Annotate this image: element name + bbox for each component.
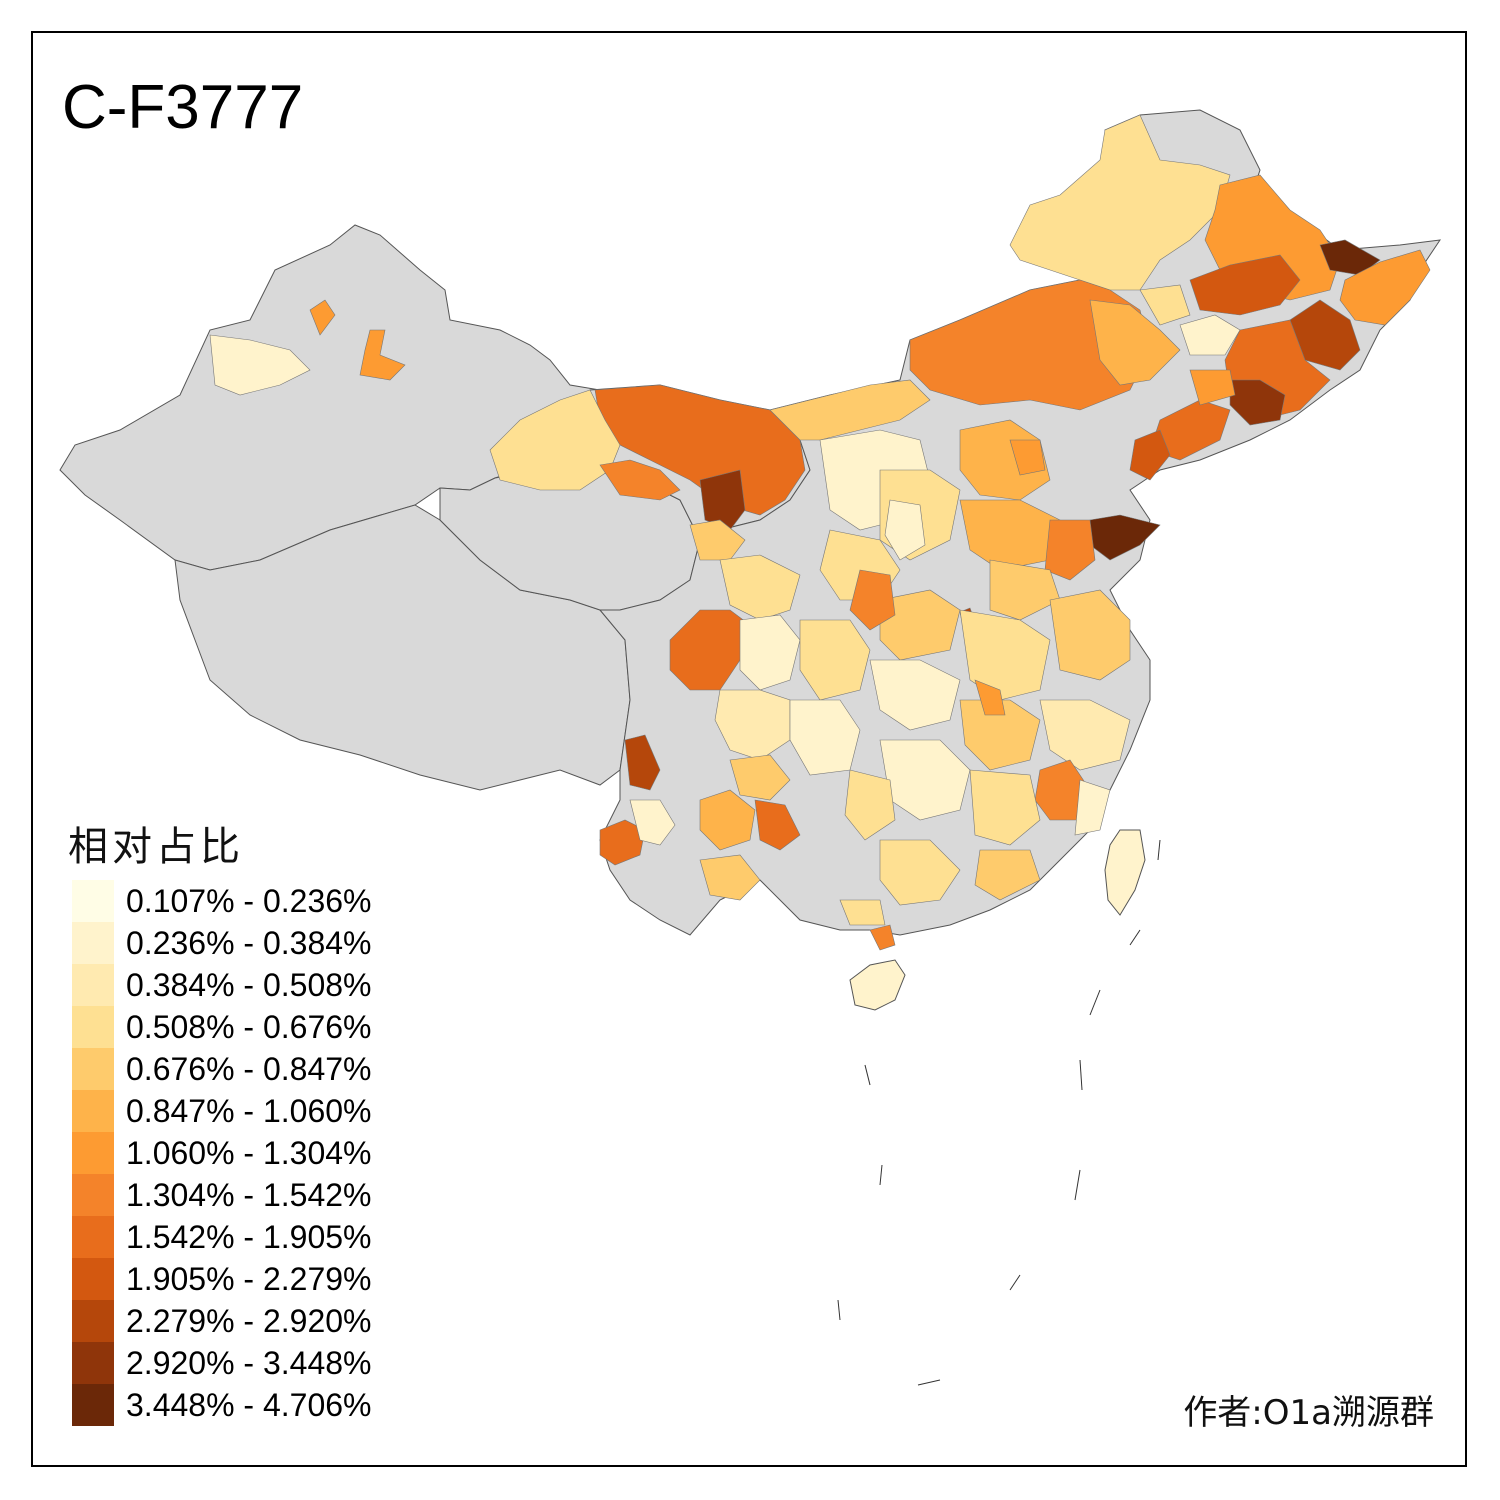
legend-swatch <box>72 1090 114 1132</box>
legend-swatch <box>72 1300 114 1342</box>
legend-swatch <box>72 964 114 1006</box>
legend-swatch <box>72 1258 114 1300</box>
region-hainan <box>849 959 906 1011</box>
legend-swatch <box>72 1216 114 1258</box>
legend-label: 1.542% - 1.905% <box>126 1219 372 1255</box>
legend-swatch <box>72 1174 114 1216</box>
legend-swatch <box>72 1048 114 1090</box>
region-taiwan <box>1104 829 1146 916</box>
legend-label: 1.304% - 1.542% <box>126 1177 372 1213</box>
legend-label: 0.847% - 1.060% <box>126 1093 372 1129</box>
data-regions <box>209 114 1431 951</box>
legend-label: 0.508% - 0.676% <box>126 1009 372 1045</box>
legend-label: 0.107% - 0.236% <box>126 883 372 919</box>
map-title: C-F3777 <box>62 73 304 142</box>
legend-label: 0.236% - 0.384% <box>126 925 372 961</box>
legend-label: 0.384% - 0.508% <box>126 967 372 1003</box>
legend-swatch <box>72 880 114 922</box>
legend-label: 3.448% - 4.706% <box>126 1387 372 1423</box>
legend-swatch <box>72 1384 114 1426</box>
legend-swatch <box>72 1006 114 1048</box>
author-credit: 作者:O1a溯源群 <box>1183 1393 1434 1433</box>
legend-label: 2.279% - 2.920% <box>126 1303 372 1339</box>
legend-label: 0.676% - 0.847% <box>126 1051 372 1087</box>
legend-swatch <box>72 1132 114 1174</box>
legend-label: 1.060% - 1.304% <box>126 1135 372 1171</box>
map-frame <box>31 31 1467 1467</box>
legend-label: 1.905% - 2.279% <box>126 1261 372 1297</box>
legend-swatch <box>72 1342 114 1384</box>
legend-swatch <box>72 922 114 964</box>
south-sea-islands <box>837 839 1161 1386</box>
legend-label: 2.920% - 3.448% <box>126 1345 372 1381</box>
legend-title: 相对占比 <box>68 824 244 870</box>
